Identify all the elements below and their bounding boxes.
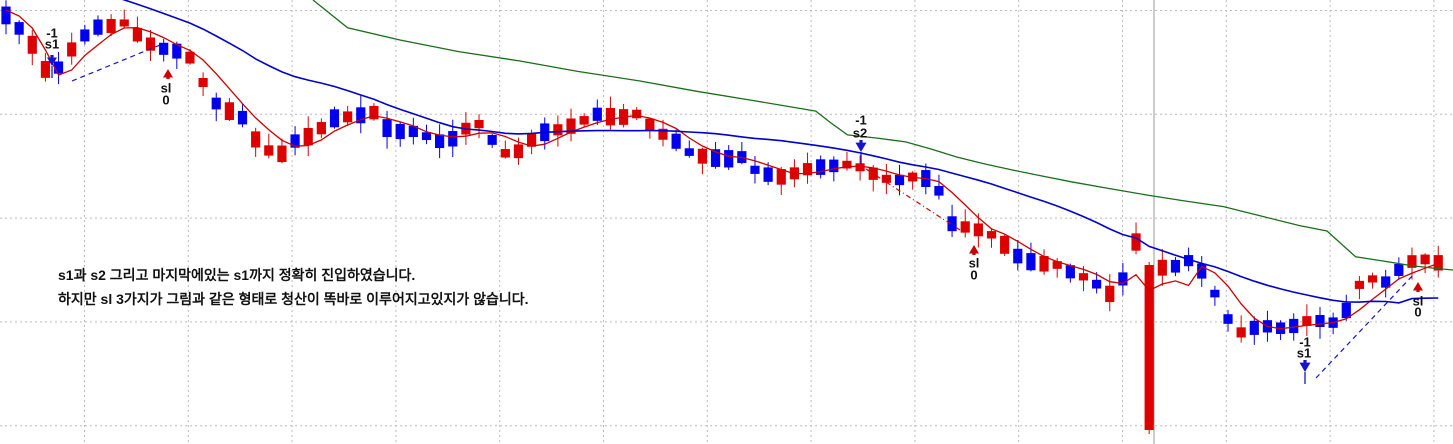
svg-text:0: 0 <box>162 92 169 107</box>
svg-text:s1과 s2 그리고 마지막에있는 s1까지 정확히 진입하: s1과 s2 그리고 마지막에있는 s1까지 정확히 진입하였습니다. <box>58 267 415 283</box>
svg-text:s1: s1 <box>45 36 59 51</box>
svg-text:하지만 sl 3가지가 그림과 같은 형태로 청산이 똑바로: 하지만 sl 3가지가 그림과 같은 형태로 청산이 똑바로 이루어지고있지가 … <box>58 291 529 307</box>
svg-text:s1: s1 <box>1297 345 1311 360</box>
svg-text:s2: s2 <box>853 125 867 140</box>
svg-text:0: 0 <box>970 267 977 282</box>
svg-text:0: 0 <box>1414 304 1421 319</box>
